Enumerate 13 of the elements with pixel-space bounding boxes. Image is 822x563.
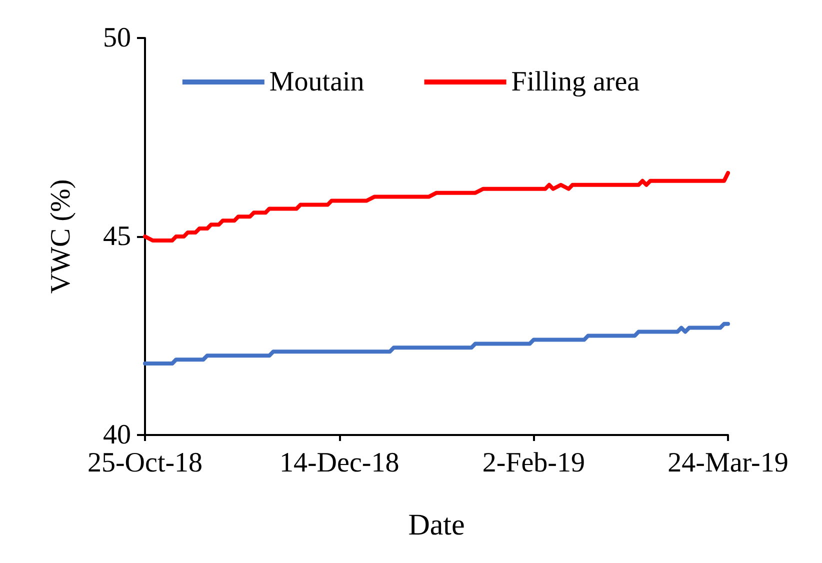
y-axis-title: VWC (%) [46, 179, 76, 294]
line-series [143, 322, 730, 366]
legend-label: Filling area [511, 66, 640, 98]
x-tick-label: 25-Oct-18 [87, 448, 203, 478]
y-tick-label: 40 [103, 420, 131, 450]
x-axis-title: Date [408, 508, 465, 542]
x-tick-label: 2-Feb-19 [482, 448, 585, 478]
y-tick-label: 45 [103, 221, 131, 252]
x-tick-label: 14-Dec-18 [279, 448, 400, 478]
line-series [143, 170, 730, 242]
x-tick-label: 24-Mar-19 [668, 448, 788, 478]
y-tick-label: 50 [103, 22, 131, 54]
legend-label: Moutain [269, 66, 364, 98]
